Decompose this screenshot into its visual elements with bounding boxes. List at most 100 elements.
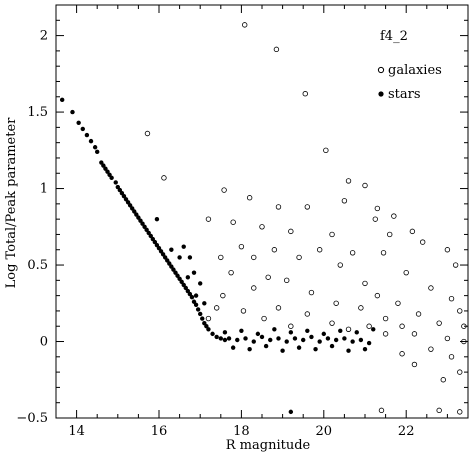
galaxy-point bbox=[362, 280, 368, 287]
star-point bbox=[185, 275, 191, 280]
star-point bbox=[276, 336, 281, 341]
galaxy-point bbox=[411, 331, 418, 337]
star-point bbox=[354, 330, 359, 335]
galaxy-point bbox=[444, 335, 451, 342]
star-point bbox=[80, 126, 85, 132]
galaxy-point bbox=[220, 292, 226, 299]
galaxy-point bbox=[457, 369, 463, 375]
galaxy-point bbox=[221, 187, 227, 193]
galaxy-point bbox=[329, 320, 335, 326]
galaxy-point bbox=[284, 277, 290, 284]
star-point bbox=[317, 339, 322, 344]
star-point bbox=[288, 409, 294, 415]
star-point bbox=[189, 294, 195, 300]
star-point bbox=[177, 255, 182, 260]
galaxy-point bbox=[304, 204, 311, 210]
galaxy-point bbox=[345, 326, 352, 332]
star-point bbox=[366, 340, 372, 346]
galaxy-point bbox=[273, 46, 280, 53]
star-point bbox=[346, 348, 351, 353]
star-point bbox=[263, 343, 269, 349]
star-point bbox=[313, 346, 318, 352]
galaxy-point bbox=[265, 274, 271, 280]
star-point bbox=[226, 336, 232, 341]
star-point bbox=[95, 149, 100, 155]
star-point bbox=[214, 334, 219, 340]
star-point bbox=[243, 336, 248, 341]
star-point bbox=[292, 336, 298, 341]
star-point bbox=[193, 293, 199, 298]
galaxy-point bbox=[333, 300, 339, 306]
star-point bbox=[181, 244, 186, 249]
galaxy-point bbox=[457, 308, 463, 314]
star-point bbox=[222, 337, 228, 343]
x-axis-label: R magnitude bbox=[226, 438, 311, 453]
star-point bbox=[84, 132, 90, 138]
star-point bbox=[301, 337, 306, 343]
star-point bbox=[333, 337, 339, 343]
galaxy-point bbox=[419, 239, 426, 245]
galaxy-point bbox=[275, 204, 282, 210]
star-point bbox=[195, 307, 201, 312]
star-point bbox=[247, 346, 252, 352]
galaxy-point bbox=[428, 346, 434, 352]
star-point bbox=[206, 327, 211, 332]
galaxy-point bbox=[436, 320, 442, 326]
galaxy-point bbox=[251, 254, 257, 261]
galaxy-point bbox=[302, 91, 308, 97]
star-point bbox=[280, 348, 285, 353]
galaxy-point bbox=[228, 269, 234, 276]
y-axis: −0.5 0 0.5 1 1.5 2 bbox=[16, 4, 468, 426]
y-tick-label: 0.5 bbox=[27, 258, 48, 273]
galaxy-point bbox=[399, 323, 405, 329]
galaxy-point bbox=[415, 311, 422, 317]
star-point bbox=[284, 339, 289, 344]
galaxy-point bbox=[275, 305, 282, 311]
galaxy-point bbox=[337, 262, 343, 268]
legend-galaxies-marker bbox=[377, 66, 385, 74]
star-point bbox=[113, 180, 118, 185]
star-point bbox=[259, 334, 265, 340]
star-point bbox=[371, 327, 376, 332]
star-point bbox=[169, 247, 174, 252]
star-point bbox=[305, 328, 310, 334]
star-point bbox=[202, 301, 207, 306]
star-point bbox=[338, 328, 343, 334]
x-tick-label: 22 bbox=[398, 424, 415, 439]
legend-stars-marker bbox=[378, 91, 384, 97]
star-point bbox=[230, 345, 236, 350]
galaxy-point bbox=[366, 323, 372, 329]
galaxy-point bbox=[161, 175, 167, 181]
galaxy-point bbox=[403, 269, 409, 276]
galaxy-point bbox=[362, 182, 368, 189]
legend-galaxies-label: galaxies bbox=[388, 63, 442, 78]
galaxy-point bbox=[380, 250, 387, 256]
galaxy-point bbox=[436, 407, 442, 414]
star-point bbox=[255, 331, 261, 337]
y-tick-label: −0.5 bbox=[16, 411, 48, 426]
galaxy-point bbox=[411, 361, 418, 368]
galaxy-point bbox=[448, 354, 455, 360]
galaxy-point bbox=[238, 243, 245, 250]
star-point bbox=[109, 175, 114, 181]
star-point bbox=[362, 346, 368, 352]
star-point bbox=[296, 345, 302, 350]
x-tick-label: 16 bbox=[151, 424, 168, 439]
x-tick-label: 14 bbox=[68, 424, 85, 439]
galaxy-point bbox=[205, 216, 212, 222]
star-point bbox=[222, 330, 228, 335]
star-point bbox=[191, 270, 197, 275]
galaxy-point bbox=[399, 351, 405, 357]
y-axis-label: Log Total/Peak parameter bbox=[4, 117, 19, 289]
stars-series bbox=[59, 97, 376, 415]
galaxy-point bbox=[440, 377, 446, 383]
star-point bbox=[154, 216, 160, 222]
galaxy-point bbox=[341, 198, 348, 204]
galaxy-point bbox=[296, 254, 302, 261]
galaxy-point bbox=[345, 178, 352, 184]
legend-stars-label: stars bbox=[388, 87, 421, 102]
galaxy-point bbox=[304, 311, 311, 317]
galaxy-point bbox=[251, 285, 257, 291]
star-point bbox=[329, 343, 335, 349]
